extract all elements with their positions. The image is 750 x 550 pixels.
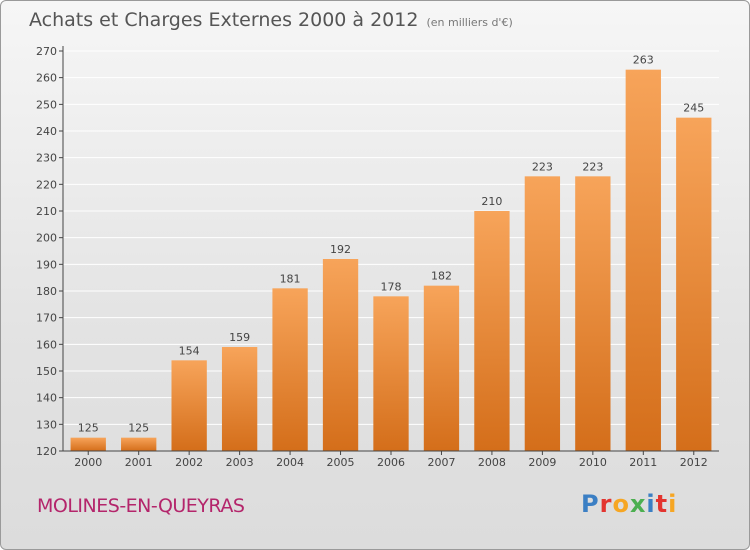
bar-value-label: 181	[280, 272, 301, 285]
logo-letter: r	[599, 490, 613, 518]
y-tick-label: 150	[36, 365, 57, 378]
y-tick-label: 200	[36, 232, 57, 245]
bar-2008	[474, 211, 510, 451]
x-tick-label: 2006	[377, 456, 405, 469]
x-tick-label: 2010	[579, 456, 607, 469]
bar-value-label: 159	[229, 331, 250, 344]
logo-letter: i	[646, 490, 656, 518]
bar-value-label: 178	[381, 280, 402, 293]
labels: 120 130 140 150 160 170 180 190 200 210 220 230 240 2…	[36, 45, 708, 469]
bar-value-label: 192	[330, 243, 351, 256]
bar-value-label: 223	[582, 160, 603, 173]
y-tick-label: 240	[36, 125, 57, 138]
axes	[59, 46, 719, 455]
y-tick-label: 160	[36, 338, 57, 351]
y-tick-label: 270	[36, 45, 57, 58]
bar-2006	[373, 296, 409, 451]
x-tick-label: 2012	[680, 456, 708, 469]
chart-unit: (en milliers d'€)	[426, 16, 513, 29]
logo-letter: x	[629, 490, 647, 518]
bar-2002	[171, 360, 207, 451]
y-tick-label: 220	[36, 178, 57, 191]
x-tick-label: 2005	[327, 456, 355, 469]
x-tick-label: 2008	[478, 456, 506, 469]
x-tick-label: 2004	[276, 456, 304, 469]
y-tick-label: 140	[36, 392, 57, 405]
bar-value-label: 263	[633, 54, 654, 67]
y-tick-label: 170	[36, 312, 57, 325]
x-tick-label: 2003	[226, 456, 254, 469]
logo-letter: P	[581, 490, 600, 518]
bar-2011	[625, 69, 661, 452]
x-tick-label: 2011	[629, 456, 657, 469]
bar-2001	[121, 437, 157, 451]
bar-value-label: 245	[683, 102, 704, 115]
x-tick-label: 2002	[175, 456, 203, 469]
bar-value-label: 125	[78, 422, 99, 435]
y-tick-label: 260	[36, 72, 57, 85]
bar-value-label: 223	[532, 160, 553, 173]
logo-letter: i	[668, 490, 678, 518]
bar-2005	[322, 259, 359, 451]
bars	[70, 69, 712, 452]
x-tick-label: 2000	[74, 456, 102, 469]
bar-2010	[575, 176, 611, 452]
bar-value-label: 154	[179, 344, 200, 357]
y-tick-label: 190	[36, 258, 57, 271]
y-tick-label: 120	[36, 445, 57, 458]
bar-2007	[423, 285, 460, 451]
bar-value-label: 125	[128, 422, 149, 435]
logo-letter: t	[655, 490, 669, 518]
y-tick-label: 230	[36, 152, 57, 165]
bar-2003	[221, 347, 258, 451]
bar-2009	[524, 176, 561, 452]
x-tick-label: 2001	[125, 456, 153, 469]
commune-name: MOLINES-EN-QUEYRAS	[37, 495, 245, 517]
x-tick-label: 2009	[528, 456, 556, 469]
bar-2000	[70, 437, 106, 451]
y-tick-label: 210	[36, 205, 57, 218]
x-tick-label: 2007	[427, 456, 455, 469]
bar-2012	[676, 117, 712, 452]
chart-title-text: Achats et Charges Externes 2000 à 2012	[29, 9, 419, 31]
y-tick-label: 130	[36, 418, 57, 431]
bar-2004	[272, 288, 308, 451]
logo-letter: o	[612, 490, 630, 518]
y-tick-label: 180	[36, 285, 57, 298]
bar-value-label: 182	[431, 270, 452, 283]
y-tick-label: 250	[36, 98, 57, 111]
chart-title: Achats et Charges Externes 2000 à 2012 (e…	[29, 9, 513, 31]
proxiti-logo: Proxiti	[581, 490, 677, 518]
bar-value-label: 210	[481, 195, 502, 208]
